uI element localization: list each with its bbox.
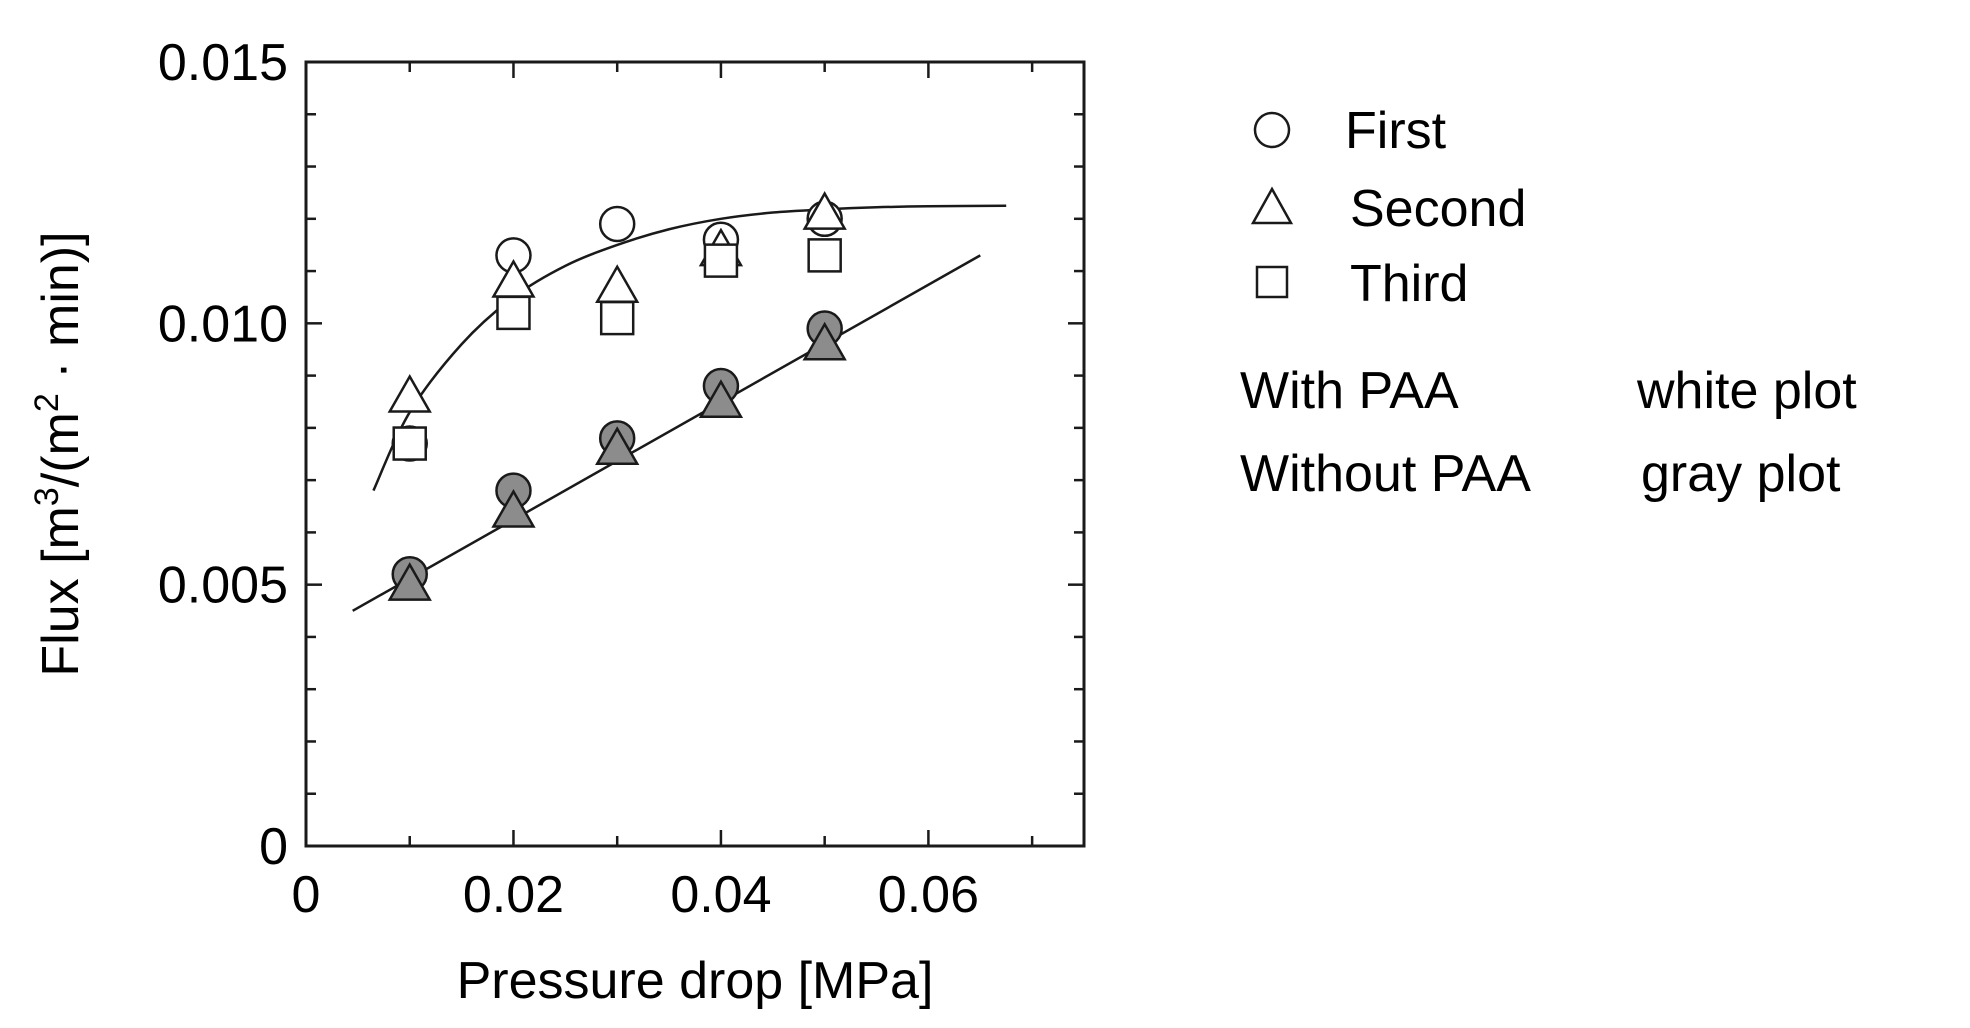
plot-frame xyxy=(304,60,1086,848)
x-tick-label: 0.02 xyxy=(463,866,564,924)
y-tick-label: 0.015 xyxy=(158,34,288,92)
data-markers xyxy=(387,191,847,601)
data-point-circle-white xyxy=(598,205,636,243)
legend-item-second: Second xyxy=(1250,180,1526,238)
legend-note-without-paa: Without PAA gray plot xyxy=(1240,445,1841,503)
data-point-triangle-gray xyxy=(387,562,432,601)
legend-note-with-paa-value: white plot xyxy=(1636,362,1857,420)
data-point-triangle-white xyxy=(387,373,432,413)
legend-note-without-paa-value: gray plot xyxy=(1641,445,1841,503)
legend: First Second Third With PAA white plot W… xyxy=(1240,102,1857,503)
axis-ticks xyxy=(304,60,1084,848)
data-point-triangle-white xyxy=(595,264,640,303)
data-point-square-white xyxy=(599,300,635,336)
data-point-triangle-gray xyxy=(491,488,536,528)
data-point-triangle-gray xyxy=(595,426,640,466)
x-tick-label: 0.06 xyxy=(878,866,979,924)
legend-item-first: First xyxy=(1253,102,1447,160)
y-tick-label: 0.010 xyxy=(158,295,288,353)
y-tick-label: 0 xyxy=(259,818,288,876)
data-point-triangle-white xyxy=(802,191,847,230)
data-point-square-white xyxy=(703,243,739,278)
legend-item-third: Third xyxy=(1255,255,1468,313)
x-axis-title: Pressure drop [MPa] xyxy=(457,952,934,1010)
data-point-triangle-gray xyxy=(698,379,744,418)
legend-triangle-marker xyxy=(1250,186,1294,225)
data-point-square-white xyxy=(496,295,531,331)
legend-circle-marker xyxy=(1253,111,1291,149)
fit-curve-with-paa xyxy=(372,204,1007,492)
legend-note-with-paa: With PAA white plot xyxy=(1240,362,1857,420)
data-point-square-white xyxy=(807,238,842,273)
x-tick-label: 0.04 xyxy=(670,866,771,924)
data-point-square-white xyxy=(392,426,427,461)
data-point-triangle-gray xyxy=(802,321,847,361)
legend-label-first: First xyxy=(1345,102,1447,160)
y-tick-label: 0.005 xyxy=(158,557,288,615)
legend-note-without-paa-label: Without PAA xyxy=(1240,445,1531,503)
legend-label-third: Third xyxy=(1350,255,1468,313)
legend-square-marker xyxy=(1255,265,1289,299)
legend-note-with-paa-label: With PAA xyxy=(1240,362,1459,420)
legend-label-second: Second xyxy=(1350,180,1526,238)
y-axis-title: Flux [m3/(m2 · min)] xyxy=(28,231,90,676)
fit-lines xyxy=(352,204,1007,612)
fit-line-without-paa xyxy=(352,254,981,612)
x-tick-label: 0 xyxy=(292,866,321,924)
tick-labels: 0 0.02 0.04 0.06 0 0.005 0.010 0.015 xyxy=(158,34,979,924)
